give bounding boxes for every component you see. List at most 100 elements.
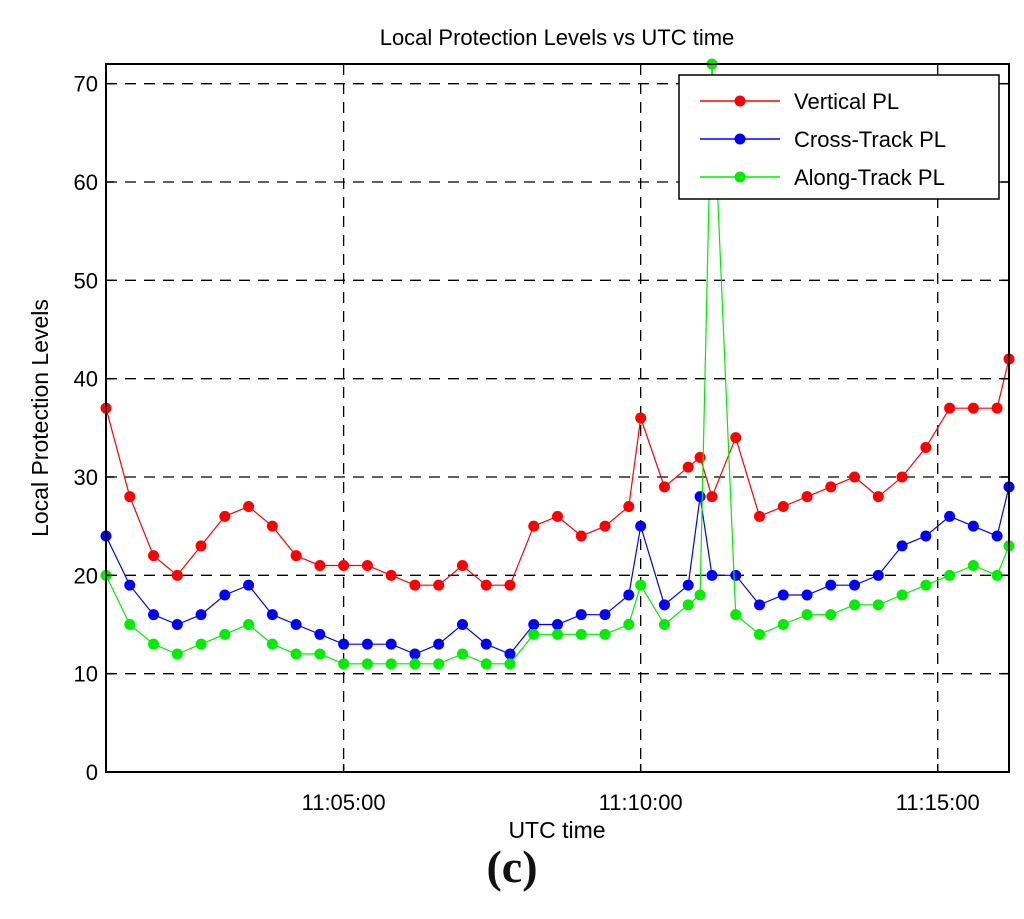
legend-label-vertical-pl: Vertical PL [794, 89, 899, 114]
data-point-vertical-pl [314, 560, 326, 571]
data-point-along-track-pl [456, 648, 468, 660]
data-point-vertical-pl [694, 451, 706, 463]
data-point-along-track-pl [872, 599, 884, 611]
data-point-cross-track-pl [148, 609, 160, 621]
data-point-cross-track-pl [694, 491, 706, 503]
data-point-along-track-pl [730, 609, 742, 621]
data-point-along-track-pl [849, 599, 861, 611]
data-point-along-track-pl [528, 628, 540, 640]
data-point-cross-track-pl [896, 540, 908, 552]
data-point-cross-track-pl [361, 638, 373, 650]
data-point-along-track-pl [409, 658, 421, 670]
data-point-cross-track-pl [528, 619, 540, 630]
data-point-cross-track-pl [849, 579, 861, 591]
data-point-cross-track-pl [967, 520, 979, 532]
data-point-cross-track-pl [385, 638, 397, 650]
x-tick-label: 11:15:00 [896, 790, 980, 815]
data-point-cross-track-pl [777, 589, 789, 601]
x-tick-label: 11:10:00 [599, 790, 683, 815]
data-point-vertical-pl [385, 569, 397, 581]
data-point-along-track-pl [991, 569, 1003, 581]
y-tick-label: 20 [74, 563, 98, 588]
data-point-cross-track-pl [124, 579, 136, 591]
data-point-along-track-pl [944, 569, 956, 581]
data-point-along-track-pl [623, 619, 635, 630]
y-tick-label: 60 [74, 170, 98, 195]
data-point-cross-track-pl [171, 619, 183, 630]
data-point-vertical-pl [528, 520, 540, 532]
data-point-vertical-pl [243, 501, 255, 512]
data-point-cross-track-pl [872, 569, 884, 581]
data-point-cross-track-pl [195, 609, 207, 621]
data-point-vertical-pl [623, 501, 635, 512]
data-point-vertical-pl [219, 510, 231, 522]
y-tick-label: 50 [74, 268, 98, 293]
data-point-vertical-pl [148, 550, 160, 562]
y-axis-label: Local Protection Levels [27, 299, 53, 537]
data-point-vertical-pl [706, 491, 718, 503]
data-point-along-track-pl [290, 648, 302, 660]
data-point-along-track-pl [148, 638, 160, 650]
data-point-along-track-pl [243, 619, 255, 630]
data-point-cross-track-pl [658, 599, 670, 611]
data-point-along-track-pl [385, 658, 397, 670]
data-point-vertical-pl [682, 461, 694, 473]
data-point-vertical-pl [171, 569, 183, 581]
data-point-vertical-pl [552, 510, 563, 522]
data-point-vertical-pl [290, 550, 302, 562]
data-point-vertical-pl [480, 579, 492, 591]
data-point-along-track-pl [124, 619, 136, 630]
legend-marker-along-track-pl [734, 171, 746, 183]
data-point-along-track-pl [658, 619, 670, 630]
data-point-along-track-pl [266, 638, 278, 650]
data-point-along-track-pl [195, 638, 207, 650]
data-point-vertical-pl [504, 579, 516, 591]
data-point-vertical-pl [991, 402, 1003, 414]
data-point-vertical-pl [635, 412, 647, 424]
data-point-along-track-pl [480, 658, 492, 670]
data-point-cross-track-pl [682, 579, 694, 591]
data-point-along-track-pl [504, 658, 516, 670]
data-point-cross-track-pl [456, 619, 468, 630]
data-point-cross-track-pl [575, 609, 587, 621]
data-point-along-track-pl [694, 589, 706, 601]
data-point-cross-track-pl [753, 599, 765, 611]
x-tick-label: 11:05:00 [302, 790, 386, 815]
y-tick-label: 30 [74, 465, 98, 490]
data-point-cross-track-pl [409, 648, 421, 660]
data-point-vertical-pl [896, 471, 908, 483]
data-point-along-track-pl [753, 628, 765, 640]
series-along-track-pl [100, 58, 1015, 670]
chart: Local Protection Levels vs UTC time 0 10 2… [27, 25, 1015, 840]
data-point-cross-track-pl [944, 510, 956, 522]
data-point-cross-track-pl [504, 648, 516, 660]
data-point-vertical-pl [920, 442, 932, 453]
data-point-along-track-pl [575, 628, 587, 640]
legend-box [678, 74, 1000, 200]
data-point-along-track-pl [599, 628, 611, 640]
data-point-along-track-pl [682, 599, 694, 611]
data-point-cross-track-pl [219, 589, 231, 601]
data-point-vertical-pl [849, 471, 861, 483]
data-point-cross-track-pl [599, 609, 611, 621]
data-point-vertical-pl [658, 481, 670, 493]
data-point-vertical-pl [575, 530, 587, 542]
data-point-cross-track-pl [243, 579, 255, 591]
y-tick-label: 40 [74, 367, 98, 392]
data-point-along-track-pl [433, 658, 445, 670]
data-point-vertical-pl [872, 491, 884, 503]
data-point-vertical-pl [777, 501, 789, 512]
legend-marker-vertical-pl [734, 95, 746, 107]
data-point-along-track-pl [896, 589, 908, 601]
data-point-vertical-pl [409, 579, 421, 591]
series-vertical-pl [100, 353, 1015, 591]
data-point-vertical-pl [195, 540, 207, 552]
y-tick-label: 0 [86, 760, 98, 785]
data-point-cross-track-pl [480, 638, 492, 650]
data-point-cross-track-pl [338, 638, 350, 650]
data-point-along-track-pl [777, 619, 789, 630]
data-point-along-track-pl [314, 648, 326, 660]
data-point-vertical-pl [967, 402, 979, 414]
series-layer [100, 58, 1015, 670]
data-point-along-track-pl [967, 560, 979, 571]
